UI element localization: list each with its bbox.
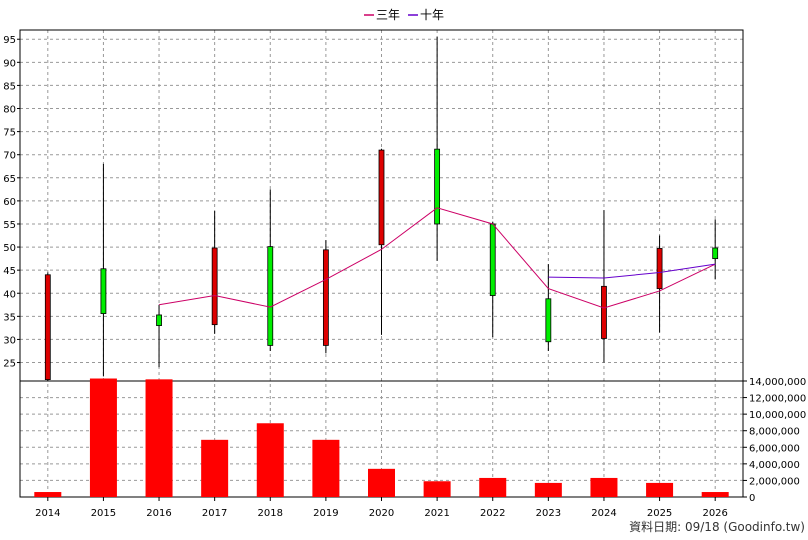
ten-year-line	[548, 263, 716, 279]
volume-tick-label: 10,000,000	[749, 410, 806, 421]
candle-body	[322, 249, 329, 346]
price-tick-label: 50	[3, 243, 16, 254]
volume-tick-label: 0	[749, 493, 755, 504]
volume-axis: 0 2,000,000 4,000,000 6,000,000 8,000,000 10,…	[743, 377, 806, 504]
price-tick-label: 70	[3, 151, 16, 162]
year-tick-label: 2016	[146, 508, 171, 519]
legend-label-ten-year: 十年	[420, 8, 444, 22]
legend-label-three-year: 三年	[376, 8, 400, 22]
price-tick-label: 85	[3, 81, 16, 92]
volume-bar	[145, 379, 173, 497]
price-axis: 25 30 35 40 45 50 55 60 65 70 75 80 85 90 95	[3, 35, 20, 370]
year-tick-label: 2023	[536, 508, 561, 519]
volume-bar	[590, 477, 618, 497]
volume-tick-label: 2,000,000	[749, 476, 800, 487]
candle-body	[656, 248, 663, 290]
volume-bar	[312, 439, 340, 497]
volume-tick-label: 8,000,000	[749, 427, 800, 438]
volume-tick-label: 6,000,000	[749, 443, 800, 454]
price-tick-label: 90	[3, 58, 16, 69]
candle-body	[712, 247, 719, 260]
volume-bar	[479, 477, 507, 497]
price-tick-label: 25	[3, 359, 16, 370]
price-tick-label: 45	[3, 266, 16, 277]
volume-bar	[423, 481, 451, 497]
price-tick-label: 95	[3, 35, 16, 46]
chart-legend: 三年 十年	[364, 8, 444, 22]
volume-bar	[368, 468, 395, 497]
price-tick-label: 65	[3, 174, 16, 185]
year-tick-label: 2024	[591, 508, 616, 519]
volume-bar	[256, 423, 284, 497]
year-tick-label: 2018	[258, 508, 283, 519]
volume-bars	[34, 378, 729, 497]
year-tick-label: 2015	[91, 508, 116, 519]
candle-body	[211, 247, 218, 326]
price-tick-label: 30	[3, 335, 16, 346]
year-tick-label: 2019	[313, 508, 338, 519]
year-tick-label: 2022	[480, 508, 505, 519]
volume-tick-label: 4,000,000	[749, 460, 800, 471]
volume-bar	[201, 439, 229, 497]
candle-body	[100, 268, 107, 314]
moving-average-lines	[158, 207, 716, 309]
candle-body	[378, 149, 385, 246]
volume-bar	[89, 378, 117, 497]
candle-body	[156, 314, 162, 326]
candle-body	[545, 298, 552, 343]
volume-bar	[646, 482, 674, 497]
year-tick-label: 2026	[702, 508, 727, 519]
year-tick-label: 2014	[35, 508, 60, 519]
candlesticks	[44, 36, 719, 381]
candle-body	[44, 274, 51, 381]
volume-bar	[701, 492, 729, 497]
price-tick-label: 35	[3, 312, 16, 323]
price-tick-label: 55	[3, 220, 16, 231]
year-tick-label: 2021	[424, 508, 449, 519]
price-tick-label: 40	[3, 289, 16, 300]
price-tick-label: 60	[3, 197, 16, 208]
candle-body	[489, 223, 496, 296]
volume-tick-label: 14,000,000	[749, 377, 806, 388]
candle-body	[601, 285, 607, 339]
year-tick-label: 2017	[202, 508, 227, 519]
three-year-line	[158, 207, 716, 309]
year-tick-label: 2025	[647, 508, 672, 519]
volume-tick-label: 12,000,000	[749, 394, 806, 405]
price-tick-label: 75	[3, 128, 16, 139]
year-axis: 2014 2015 2016 2017 2018 2019 2020 2021 2022 2023…	[35, 497, 728, 519]
candle-body	[267, 246, 274, 346]
price-tick-label: 80	[3, 105, 16, 116]
volume-bar	[34, 492, 62, 497]
year-tick-label: 2020	[369, 508, 394, 519]
candle-body	[434, 148, 441, 225]
volume-bar	[534, 482, 562, 497]
footer-data-date: 資料日期: 09/18 (Goodinfo.tw)	[629, 520, 805, 534]
